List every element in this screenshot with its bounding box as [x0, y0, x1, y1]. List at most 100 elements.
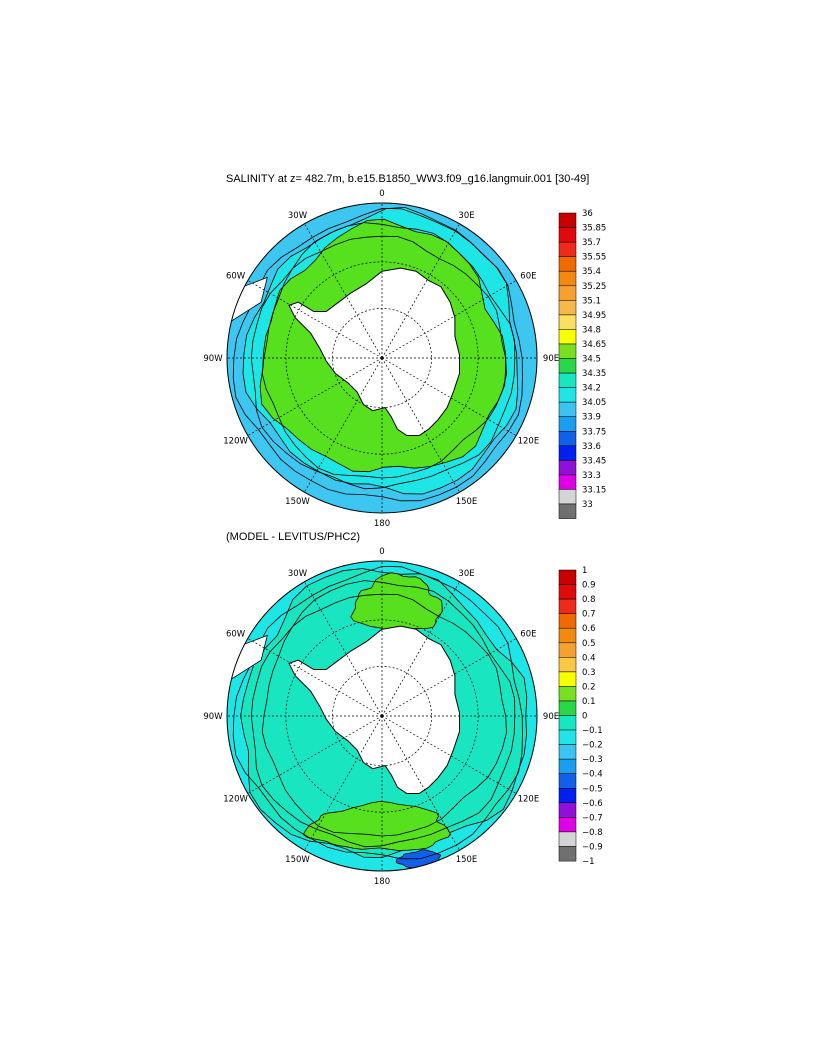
panel2-colorbar-label-11: −0.1 — [582, 726, 603, 736]
panel1-colorbar-box-10 — [558, 358, 577, 374]
panel1-colorbar-box-15 — [558, 431, 577, 447]
panel1-graticule — [227, 203, 537, 513]
panel1-colorbar-box-9 — [558, 343, 577, 359]
panel2-meridian-8 — [247, 715, 383, 794]
panel1-colorbar-label-19: 33.15 — [582, 485, 606, 495]
panel2-lon-label-8: 120W — [223, 795, 248, 805]
panel2-meridian-2 — [381, 638, 517, 717]
panel2-lon-label-7: 150W — [285, 855, 310, 865]
panel1-colorbar-box-3 — [558, 256, 577, 272]
panel2-colorbar-label-5: 0.5 — [582, 639, 596, 649]
panel2-lon-label-2: 60E — [520, 630, 536, 640]
panel1-meridian-1 — [381, 223, 460, 359]
panel2-colorbar-label-7: 0.3 — [582, 668, 596, 678]
panel1-colorbar-box-16 — [558, 445, 577, 461]
panel2-colorbar-box-16 — [558, 802, 577, 818]
panel2-colorbar-box-17 — [558, 817, 577, 833]
panel1-map: 0 30E 60E 90E 120E 150E 180 150W 120W 90W 60W 30W — [203, 189, 559, 529]
panel1-lon-label-8: 120W — [223, 437, 248, 447]
panel2-lon-label-11: 30W — [288, 569, 308, 579]
panel1-lon-label-3: 90E — [543, 354, 559, 364]
panel1-colorbar-label-0: 36 — [582, 209, 593, 219]
panel1-meridian-5 — [381, 357, 460, 493]
panel1-meridian-11 — [304, 223, 383, 359]
panel2-colorbar-box-19 — [558, 846, 577, 862]
panel1-lon-label-5: 150E — [456, 497, 478, 507]
panel2-colorbar-label-6: 0.4 — [582, 653, 596, 663]
panel2-meridian-5 — [381, 715, 460, 851]
panel1-colorbar-box-1 — [558, 227, 577, 243]
panel1-colorbar-label-17: 33.45 — [582, 456, 606, 466]
panel1-lon-label-2: 60E — [520, 272, 536, 282]
panel1-meridian-2 — [381, 280, 517, 359]
panel1-colorbar-box-0 — [558, 212, 577, 228]
panel1-colorbar-box-19 — [558, 489, 577, 505]
panel2-colorbar-label-16: −0.6 — [582, 799, 603, 809]
panel1-colorbar-label-14: 33.9 — [582, 413, 601, 423]
panel2-colorbar-box-8 — [558, 686, 577, 702]
panel1-antarctica — [288, 267, 460, 436]
panel1-colorbar-box-14 — [558, 416, 577, 432]
panel1-colorbar-box-6 — [558, 300, 577, 316]
panel2-colorbar-box-11 — [558, 729, 577, 745]
panel1-colorbar-label-13: 34.05 — [582, 398, 606, 408]
panel1-colorbar-box-4 — [558, 270, 577, 287]
panel2-title: (MODEL - LEVITUS/PHC2) — [226, 531, 361, 543]
panel2-colorbar-label-12: −0.2 — [582, 741, 603, 751]
panel1-meridian-4 — [381, 357, 517, 436]
panel1-colorbar-box-18 — [558, 474, 577, 490]
panel2-colorbar-box-5 — [558, 642, 577, 658]
panel1-colorbar-label-7: 34.95 — [582, 311, 606, 321]
panel2-colorbar-label-13: −0.3 — [582, 755, 603, 765]
panel1-colorbar-label-5: 35.25 — [582, 282, 606, 292]
panel2-colorbar-label-8: 0.2 — [582, 682, 596, 692]
panel2-colorbar-box-6 — [558, 657, 577, 673]
panel1-colorbar-box-7 — [558, 314, 577, 330]
panel2-colorbar-label-15: −0.5 — [582, 784, 603, 794]
panel1-lon-label-9: 90W — [203, 354, 223, 364]
panel2-meridian-7 — [304, 715, 383, 851]
panel2-colorbar-label-2: 0.8 — [582, 595, 596, 605]
panel2-lon-label-9: 90W — [203, 712, 223, 722]
panel2-colorbar-box-14 — [558, 773, 577, 789]
panel1-colorbar-box-8 — [558, 329, 577, 345]
panel1-colorbar-label-3: 35.55 — [582, 253, 606, 263]
panel2-meridian-4 — [381, 715, 517, 794]
panel2-colorbar-label-14: −0.4 — [582, 770, 603, 780]
panel2-colorbar-box-1 — [558, 584, 577, 600]
panel1-colorbar-box-bottom — [558, 503, 577, 519]
panel1-ocean-field — [227, 203, 537, 513]
panel1-lon-label-10: 60W — [226, 272, 246, 282]
panel1-colorbar-label-8: 34.8 — [582, 325, 601, 335]
panel1-colorbar-label-20: 33 — [582, 500, 593, 510]
panel1-lon-label-1: 30E — [458, 211, 474, 221]
panel2-colorbar-box-9 — [558, 700, 577, 716]
panel2-colorbar-label-17: −0.7 — [582, 813, 603, 823]
panel2-lon-label-1: 30E — [458, 569, 474, 579]
panel1-colorbar-box-2 — [558, 241, 577, 257]
panel2-colorbar-label-0: 1 — [582, 566, 587, 576]
panel2-colorbar-label-10: 0 — [582, 712, 587, 722]
panel2-colorbar-label-19: −0.9 — [582, 843, 603, 853]
panel1-colorbar-label-4: 35.4 — [582, 267, 601, 277]
panel1-map-border — [226, 202, 538, 514]
panel1-colorbar-label-2: 35.7 — [582, 238, 601, 248]
panel2-colorbar-box-4 — [558, 627, 577, 644]
panel1-colorbar-label-9: 34.65 — [582, 340, 606, 350]
panel1-colorbar-label-1: 35.85 — [582, 224, 606, 234]
panel2-colorbar-box-3 — [558, 613, 577, 629]
panel2-colorbar-box-10 — [558, 715, 577, 731]
panel2-colorbar-box-0 — [558, 569, 577, 585]
panel1-colorbar-box-12 — [558, 387, 577, 403]
panel1-colorbar-box-17 — [558, 460, 577, 476]
panel1-colorbar-label-10: 34.5 — [582, 355, 601, 365]
panel1-colorbar-label-6: 35.1 — [582, 296, 601, 306]
panel1-colorbar-box-11 — [558, 372, 577, 388]
panel1-colorbar-box-5 — [558, 285, 577, 301]
panel2-colorbar-box-7 — [558, 671, 577, 687]
panel1-colorbar-label-15: 33.75 — [582, 427, 606, 437]
panel2-colorbar-box-15 — [558, 788, 577, 804]
panel2-lon-label-0: 0 — [379, 547, 384, 557]
panel2-meridian-1 — [381, 581, 460, 717]
